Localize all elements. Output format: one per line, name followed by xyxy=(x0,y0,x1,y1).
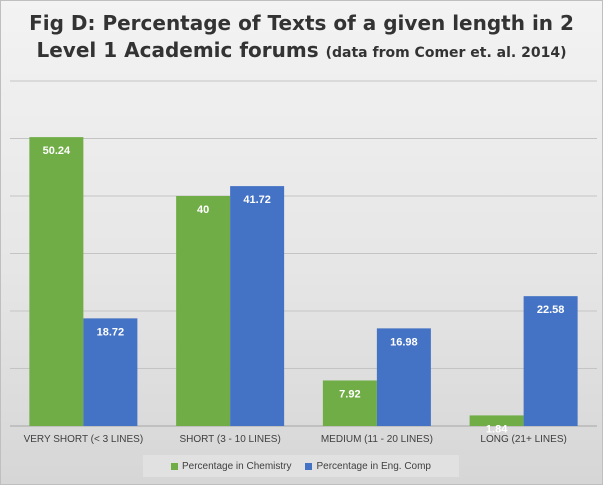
chart-title-line2-main: Level 1 Academic forums xyxy=(36,38,319,62)
bar-chemistry-3 xyxy=(469,415,524,426)
bar-eng-comp-1 xyxy=(230,186,285,426)
x-tick-label: MEDIUM (11 - 20 LINES) xyxy=(321,434,433,445)
bar-chemistry-2 xyxy=(322,380,377,426)
legend-label-chemistry: Percentage in Chemistry xyxy=(181,460,292,472)
legend-swatch-eng-comp xyxy=(305,462,313,470)
chart-subtitle: (data from Comer et. al. 2014) xyxy=(325,45,567,61)
bar-chemistry-1 xyxy=(176,196,231,426)
legend: Percentage in Chemistry Percentage in En… xyxy=(143,455,459,477)
bars xyxy=(29,137,578,426)
legend-item-chemistry: Percentage in Chemistry xyxy=(170,460,292,472)
x-tick-label: LONG (21+ LINES) xyxy=(480,434,566,445)
data-label: 50.24 xyxy=(43,145,71,157)
legend-label-eng-comp: Percentage in Eng. Comp xyxy=(316,460,431,472)
data-label: 7.92 xyxy=(339,388,360,400)
data-label: 1.84 xyxy=(486,423,508,435)
chart-title-line2: Level 1 Academic forums (data from Comer… xyxy=(0,37,603,67)
x-tick-label: SHORT (3 - 10 LINES) xyxy=(179,434,280,445)
legend-item-eng-comp: Percentage in Eng. Comp xyxy=(305,461,431,472)
data-label: 40 xyxy=(197,204,209,216)
data-label: 16.98 xyxy=(390,336,418,348)
x-axis-tick-labels: VERY SHORT (< 3 LINES) SHORT (3 - 10 LINE… xyxy=(24,434,567,445)
bar-chemistry-0 xyxy=(29,137,84,426)
data-label: 22.58 xyxy=(537,304,565,316)
bar-eng-comp-3 xyxy=(523,296,578,426)
chart-title-line1: Fig D: Percentage of Texts of a given le… xyxy=(29,11,574,35)
legend-swatch-chemistry xyxy=(170,462,178,470)
data-label: 41.72 xyxy=(243,194,271,206)
data-label: 18.72 xyxy=(97,326,125,338)
chart-title: Fig D: Percentage of Texts of a given le… xyxy=(0,10,603,67)
bar-eng-comp-2 xyxy=(376,328,431,426)
bar-eng-comp-0 xyxy=(83,318,138,426)
x-tick-label: VERY SHORT (< 3 LINES) xyxy=(24,434,144,445)
data-labels: 50.24 18.72 40 41.72 7.92 16.98 1.84 22.58 xyxy=(43,145,565,435)
